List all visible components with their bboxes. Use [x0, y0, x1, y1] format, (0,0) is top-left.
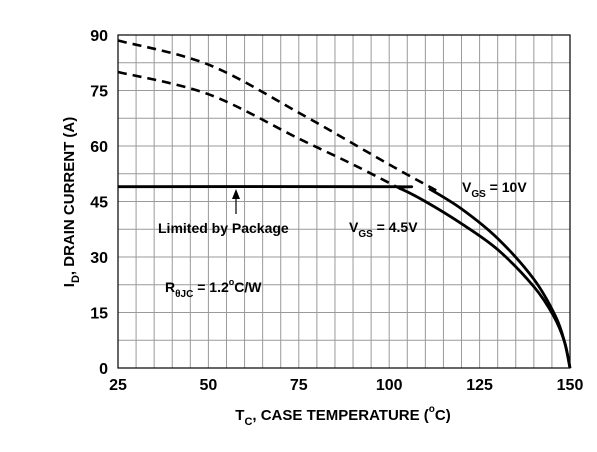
y-tick-label: 60	[90, 139, 108, 156]
y-tick-label: 0	[99, 361, 108, 378]
series-line-solid-3	[117, 185, 572, 369]
series-line-dashed-0	[117, 39, 437, 192]
y-tick-label: 75	[90, 84, 108, 101]
series-line-dashed-1	[117, 70, 401, 190]
y-tick-label: 30	[90, 250, 108, 267]
x-tick-label: 125	[466, 377, 493, 394]
y-tick-label: 90	[90, 28, 108, 45]
y-tick-label: 45	[90, 195, 108, 212]
vgs-10v-label: VGS = 10V	[462, 179, 527, 200]
tick-labels: 25 50 75 100 125 150 0 15 30 45 60 75 90	[90, 28, 583, 394]
x-tick-label: 150	[557, 377, 584, 394]
x-tick-label: 25	[109, 377, 127, 394]
thermal-resistance-label: RθJC = 1.2oC/W	[165, 277, 262, 300]
package-limit-arrow	[232, 189, 240, 214]
x-tick-label: 50	[200, 377, 218, 394]
limited-by-package-label: Limited by Package	[158, 220, 289, 236]
y-tick-label: 15	[90, 306, 108, 323]
x-tick-label: 75	[290, 377, 308, 394]
plot-frame	[117, 34, 571, 369]
vgs-4-5v-label: VGS = 4.5V	[349, 219, 418, 240]
series-lines	[117, 39, 572, 369]
y-axis-label: ID, DRAIN CURRENT (A)	[61, 117, 82, 287]
x-tick-label: 100	[376, 377, 403, 394]
grid-lines	[118, 35, 570, 368]
x-axis-label: TC, CASE TEMPERATURE (oC)	[235, 404, 450, 428]
